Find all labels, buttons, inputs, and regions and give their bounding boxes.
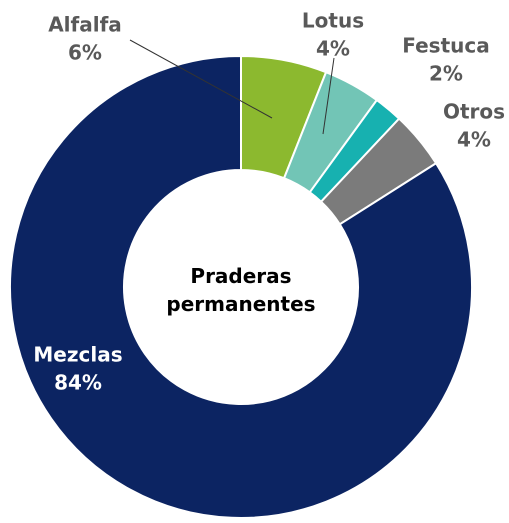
value-label: 2%: [429, 62, 463, 86]
category-label: Mezclas: [33, 343, 122, 367]
slice: [9, 54, 473, 519]
leader-line: [129, 39, 273, 119]
value-label: 4%: [316, 37, 350, 61]
category-label: Lotus: [302, 9, 364, 33]
leader-line: [322, 57, 335, 135]
category-label: Alfalfa: [48, 13, 122, 37]
value-label: 6%: [68, 41, 102, 65]
center-label: Praderas permanentes: [166, 264, 316, 316]
value-label: 4%: [457, 128, 491, 152]
category-label: Otros: [443, 100, 505, 124]
category-label: Festuca: [402, 34, 489, 58]
value-label: 84%: [54, 371, 102, 395]
